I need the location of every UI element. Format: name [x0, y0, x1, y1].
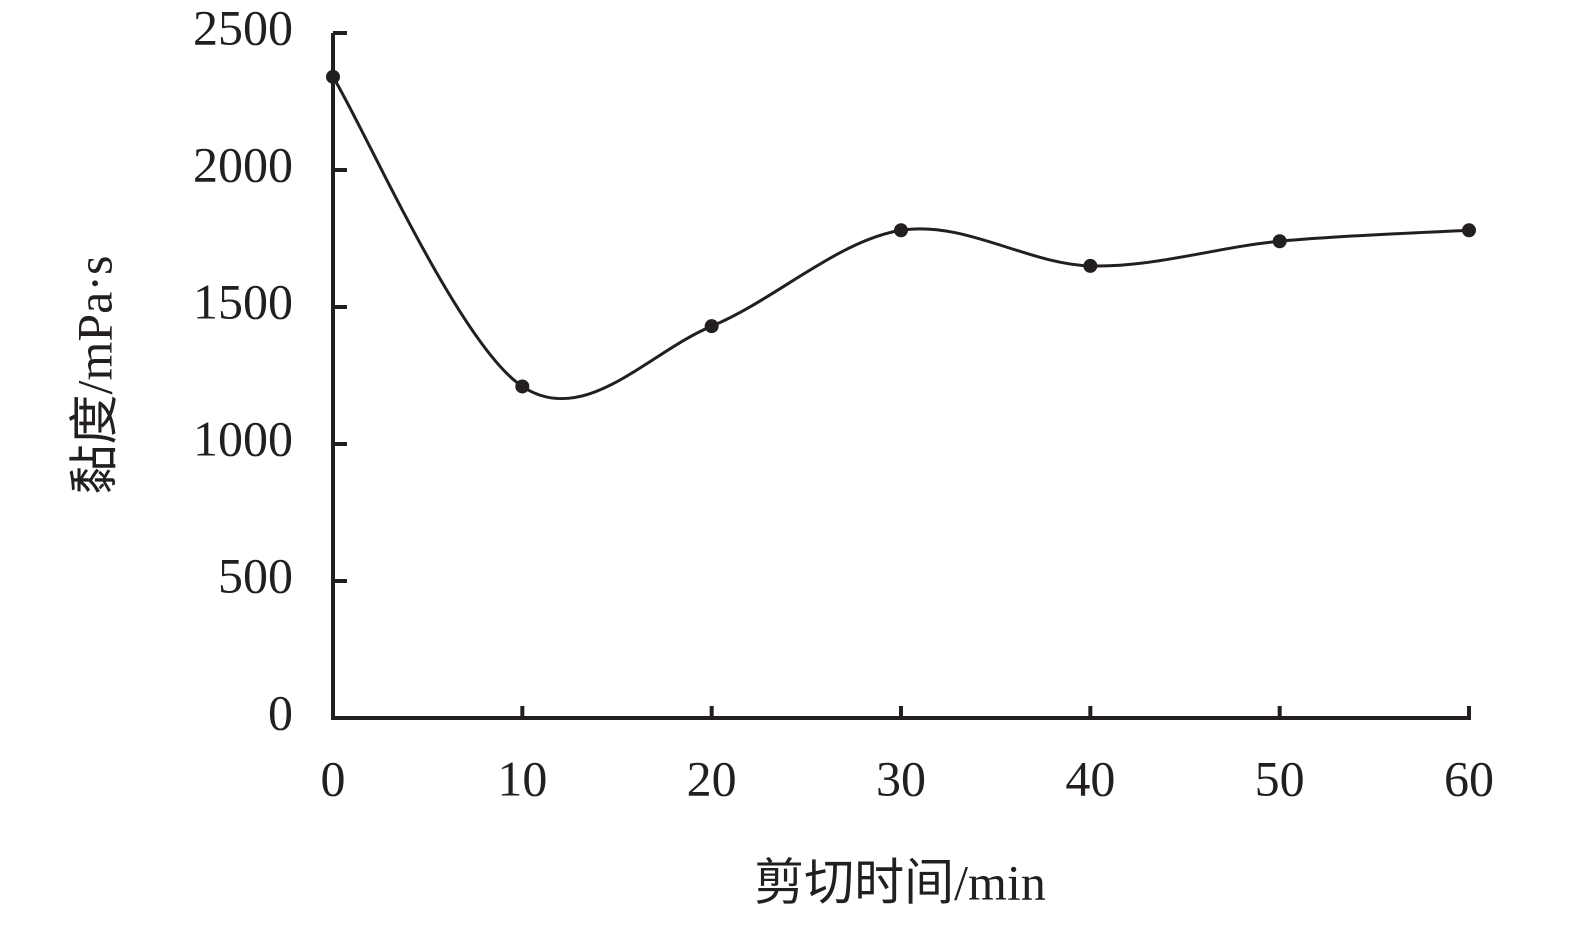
x-tick-label: 10	[497, 750, 547, 806]
marker	[1462, 223, 1476, 238]
x-axis-label: 剪切时间/min	[754, 854, 1046, 910]
marker	[704, 319, 719, 334]
x-tick-label: 20	[687, 750, 737, 806]
y-tick-label: 1000	[193, 410, 293, 466]
marker	[326, 69, 340, 84]
marker	[1083, 258, 1098, 273]
x-tick-label: 50	[1255, 750, 1305, 806]
y-tick-label: 1500	[193, 273, 293, 329]
x-tick-label: 40	[1065, 750, 1115, 806]
line	[331, 76, 1470, 401]
x-tick-label: 60	[1444, 750, 1494, 806]
y-tick-label: 2000	[193, 136, 293, 192]
y-tick-label: 0	[268, 684, 293, 740]
marker	[515, 379, 530, 394]
x-tick-label: 30	[876, 750, 926, 806]
marker	[894, 223, 908, 238]
y-tick-label: 2500	[193, 0, 293, 55]
marker	[1272, 234, 1287, 249]
y-tick-label: 500	[218, 547, 293, 603]
x-tick-label: 0	[321, 750, 346, 806]
y-axis-label: 黏度/mPa·s	[66, 256, 122, 495]
